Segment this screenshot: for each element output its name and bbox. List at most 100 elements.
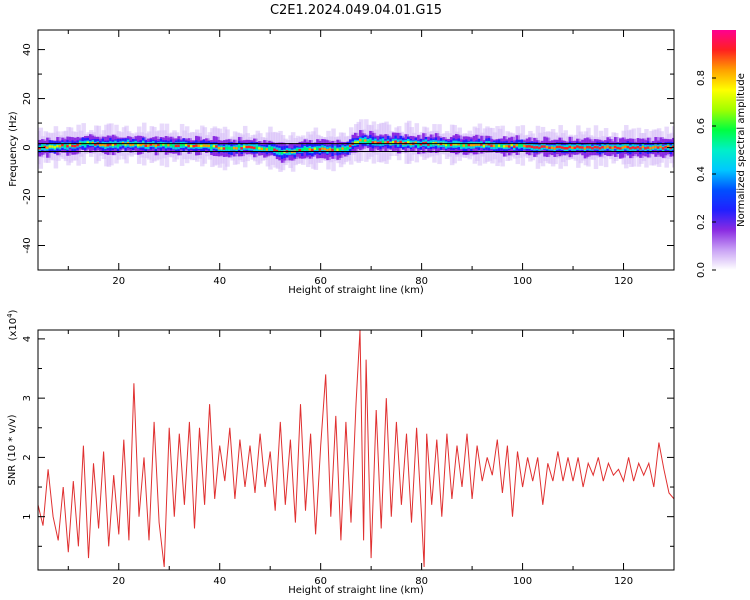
x-tick-label: 120 — [614, 276, 633, 287]
heatmap-cell — [538, 146, 543, 150]
heatmap-cell — [152, 142, 157, 146]
heatmap-cell — [467, 143, 473, 147]
heatmap-cell — [303, 147, 309, 150]
heatmap-cell — [321, 147, 326, 150]
heatmap-cell — [111, 143, 117, 147]
heatmap-cell — [341, 147, 346, 150]
heatmap-cell — [129, 143, 134, 147]
spectrogram-x-axis-label: Height of straight line (km) — [288, 285, 424, 296]
heatmap-cell — [316, 147, 321, 150]
heatmap-cell — [94, 143, 99, 146]
heatmap-cell — [608, 146, 614, 149]
heatmap-cell — [268, 146, 273, 150]
heatmap-cell — [386, 140, 392, 144]
y-tick-label: -40 — [22, 237, 33, 253]
snr-x-axis-label: Height of straight line (km) — [288, 585, 424, 596]
heatmap-cell — [477, 143, 483, 146]
heatmap-cell — [336, 148, 341, 151]
x-tick-label: 40 — [213, 276, 226, 287]
heatmap-cell — [260, 147, 266, 151]
heatmap-cell — [73, 144, 79, 148]
heatmap-cell — [649, 146, 654, 150]
heatmap-cell — [248, 145, 253, 149]
heatmap-cell — [227, 147, 233, 150]
heatmap-cell — [308, 148, 314, 151]
heatmap-cell — [76, 143, 81, 147]
colorbar-tick-label: 0.6 — [696, 118, 707, 134]
heatmap-cell — [444, 143, 450, 147]
snr-y-multiplier: (x104) — [6, 309, 19, 340]
y-tick-label: -20 — [22, 188, 33, 204]
heatmap-cell — [280, 151, 286, 154]
heatmap-cell — [606, 145, 611, 148]
heatmap-cell — [371, 141, 377, 144]
heatmap-cell — [591, 146, 596, 150]
heatmap-cell — [68, 143, 74, 147]
y-tick-label: 40 — [22, 43, 33, 56]
heatmap-cell — [616, 146, 621, 150]
heatmap-cell — [369, 139, 374, 143]
heatmap-cell — [51, 145, 56, 148]
heatmap-cell — [462, 144, 468, 147]
heatmap-cell — [427, 143, 432, 146]
heatmap-cell — [510, 143, 515, 147]
heatmap-cell — [634, 146, 639, 150]
heatmap-cell — [220, 147, 225, 150]
heatmap-cell — [596, 146, 601, 149]
heatmap-cell — [523, 144, 528, 148]
heatmap-cell — [235, 147, 240, 150]
heatmap-cell — [553, 147, 558, 150]
heatmap-cell — [581, 146, 586, 149]
heatmap-cell — [485, 142, 490, 146]
heatmap-cell — [144, 144, 150, 147]
heatmap-cell — [192, 144, 197, 148]
x-tick-label: 80 — [415, 276, 428, 287]
heatmap-cell — [482, 144, 488, 148]
y-tick-label: 1 — [22, 513, 33, 519]
heatmap-cell — [38, 146, 44, 150]
x-tick-label: 100 — [513, 276, 532, 287]
heatmap-cell — [424, 141, 430, 145]
heatmap-cell — [250, 146, 256, 149]
heatmap-cell — [189, 144, 195, 148]
snr-y-axis-label: SNR (10 * v/v) — [7, 414, 18, 485]
heatmap-cell — [500, 144, 505, 148]
heatmap-cell — [513, 145, 518, 148]
heatmap-cell — [205, 144, 210, 147]
heatmap-cell — [391, 141, 397, 144]
heatmap-cell — [258, 147, 263, 150]
heatmap-cell — [661, 147, 667, 150]
heatmap-cell — [240, 147, 245, 150]
heatmap-cell — [109, 143, 114, 146]
heatmap-cell — [492, 144, 498, 148]
heatmap-cell — [376, 141, 382, 145]
heatmap-cell — [242, 145, 248, 148]
spectrogram-y-axis-label: Frequency (Hz) — [8, 111, 19, 187]
heatmap-cell — [46, 146, 51, 149]
x-tick-label: 40 — [213, 576, 226, 587]
heatmap-cell — [520, 144, 526, 147]
heatmap-cell — [636, 146, 642, 149]
heatmap-cell — [601, 146, 606, 149]
spectrogram-panel: 20 40 60 80 100 120 40 20 0 -20 -40 Height of stra… — [8, 29, 675, 296]
y-tick-label: 0 — [22, 144, 33, 150]
x-tick-label: 20 — [112, 576, 125, 587]
heatmap-cell — [200, 144, 205, 148]
heatmap-cell — [558, 145, 563, 149]
heatmap-cell — [434, 141, 440, 145]
snr-plot-area: 20 40 60 80 100 120 1 2 3 4 — [22, 329, 675, 587]
spectrogram-frame — [37, 29, 675, 271]
heatmap-cell — [566, 147, 571, 150]
heatmap-cell — [149, 143, 155, 146]
heatmap-cell — [66, 144, 71, 148]
heatmap-cell — [399, 140, 404, 144]
heatmap-cell — [124, 143, 129, 146]
y-tick-label: 3 — [22, 395, 33, 401]
heatmap-cell — [41, 145, 46, 149]
heatmap-cell — [48, 145, 54, 148]
heatmap-cell — [328, 148, 334, 151]
heatmap-cell — [515, 143, 521, 147]
heatmap-cell — [131, 143, 137, 146]
heatmap-cell — [343, 148, 349, 151]
heatmap-cell — [576, 145, 581, 148]
